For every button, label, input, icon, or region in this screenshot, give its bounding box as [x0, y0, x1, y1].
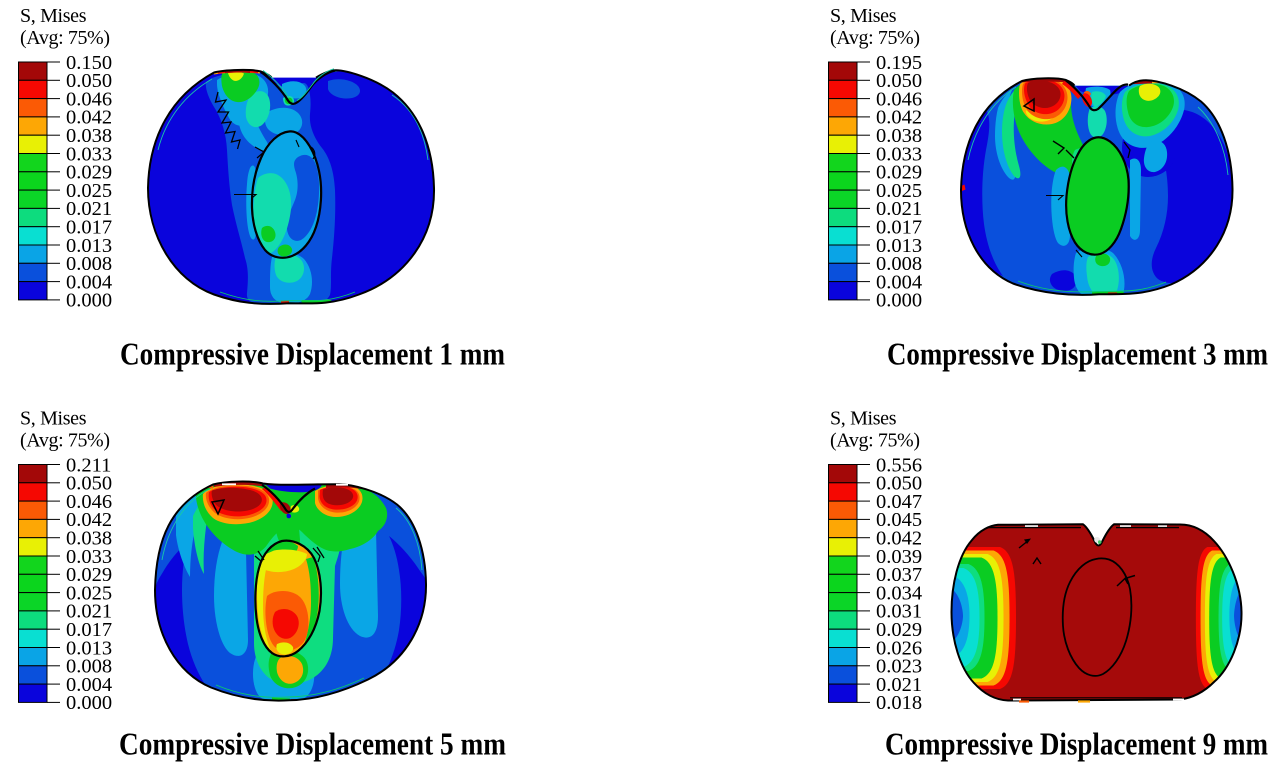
svg-text:0.029: 0.029 — [66, 162, 112, 184]
svg-text:S, Mises: S, Mises — [20, 5, 87, 27]
svg-text:0.050: 0.050 — [876, 473, 922, 495]
svg-text:0.017: 0.017 — [66, 217, 112, 239]
svg-text:0.042: 0.042 — [66, 509, 112, 531]
svg-text:0.021: 0.021 — [876, 674, 922, 696]
svg-text:Compressive Displacement 5 mm: Compressive Displacement 5 mm — [119, 727, 506, 762]
svg-text:0.046: 0.046 — [66, 88, 112, 110]
svg-text:0.031: 0.031 — [876, 601, 922, 623]
svg-text:0.017: 0.017 — [876, 217, 922, 239]
svg-text:0.008: 0.008 — [66, 656, 112, 678]
svg-text:0.013: 0.013 — [876, 235, 922, 257]
svg-text:0.150: 0.150 — [66, 52, 112, 74]
svg-text:Compressive Displacement 9 mm: Compressive Displacement 9 mm — [885, 727, 1268, 762]
svg-text:S, Mises: S, Mises — [830, 5, 897, 27]
svg-text:0.004: 0.004 — [876, 271, 922, 293]
svg-text:0.211: 0.211 — [66, 454, 111, 476]
svg-text:0.556: 0.556 — [876, 454, 922, 476]
svg-text:Compressive Displacement 1 mm: Compressive Displacement 1 mm — [120, 337, 505, 372]
svg-text:0.046: 0.046 — [66, 491, 112, 513]
svg-text:0.017: 0.017 — [66, 619, 112, 641]
svg-text:0.023: 0.023 — [876, 656, 922, 678]
svg-text:(Avg: 75%): (Avg: 75%) — [830, 430, 920, 452]
svg-text:(Avg: 75%): (Avg: 75%) — [830, 27, 920, 49]
svg-text:0.050: 0.050 — [66, 473, 112, 495]
svg-text:0.013: 0.013 — [66, 235, 112, 257]
svg-text:0.008: 0.008 — [876, 253, 922, 275]
svg-text:0.033: 0.033 — [66, 143, 112, 165]
svg-text:0.004: 0.004 — [66, 271, 112, 293]
svg-text:0.018: 0.018 — [876, 692, 922, 714]
svg-text:0.000: 0.000 — [66, 692, 112, 714]
svg-text:0.029: 0.029 — [66, 564, 112, 586]
svg-text:0.026: 0.026 — [876, 637, 922, 659]
svg-text:0.008: 0.008 — [66, 253, 112, 275]
svg-text:0.033: 0.033 — [876, 143, 922, 165]
svg-text:0.025: 0.025 — [66, 180, 112, 202]
svg-text:0.013: 0.013 — [66, 637, 112, 659]
svg-text:0.038: 0.038 — [66, 125, 112, 147]
svg-text:0.046: 0.046 — [876, 88, 922, 110]
svg-text:0.042: 0.042 — [876, 528, 922, 550]
svg-text:S, Mises: S, Mises — [20, 408, 87, 430]
svg-text:(Avg: 75%): (Avg: 75%) — [20, 27, 110, 49]
svg-text:0.021: 0.021 — [66, 198, 112, 220]
svg-text:0.195: 0.195 — [876, 52, 922, 74]
svg-text:(Avg: 75%): (Avg: 75%) — [20, 430, 110, 452]
svg-text:0.025: 0.025 — [66, 582, 112, 604]
svg-text:0.034: 0.034 — [876, 582, 922, 604]
svg-text:0.050: 0.050 — [66, 70, 112, 92]
svg-text:0.042: 0.042 — [66, 107, 112, 129]
svg-text:0.038: 0.038 — [876, 125, 922, 147]
svg-text:0.038: 0.038 — [66, 528, 112, 550]
svg-text:0.004: 0.004 — [66, 674, 112, 696]
svg-text:Compressive Displacement 3 mm: Compressive Displacement 3 mm — [887, 337, 1268, 372]
svg-text:0.045: 0.045 — [876, 509, 922, 531]
svg-text:S, Mises: S, Mises — [830, 408, 897, 430]
svg-text:0.033: 0.033 — [66, 546, 112, 568]
svg-text:0.021: 0.021 — [876, 198, 922, 220]
svg-text:0.037: 0.037 — [876, 564, 922, 586]
svg-text:0.025: 0.025 — [876, 180, 922, 202]
svg-text:0.029: 0.029 — [876, 619, 922, 641]
svg-text:0.029: 0.029 — [876, 162, 922, 184]
svg-text:0.000: 0.000 — [66, 290, 112, 312]
svg-text:0.021: 0.021 — [66, 601, 112, 623]
svg-text:0.000: 0.000 — [876, 290, 922, 312]
svg-text:0.042: 0.042 — [876, 107, 922, 129]
svg-text:0.039: 0.039 — [876, 546, 922, 568]
svg-text:0.047: 0.047 — [876, 491, 922, 513]
svg-text:0.050: 0.050 — [876, 70, 922, 92]
